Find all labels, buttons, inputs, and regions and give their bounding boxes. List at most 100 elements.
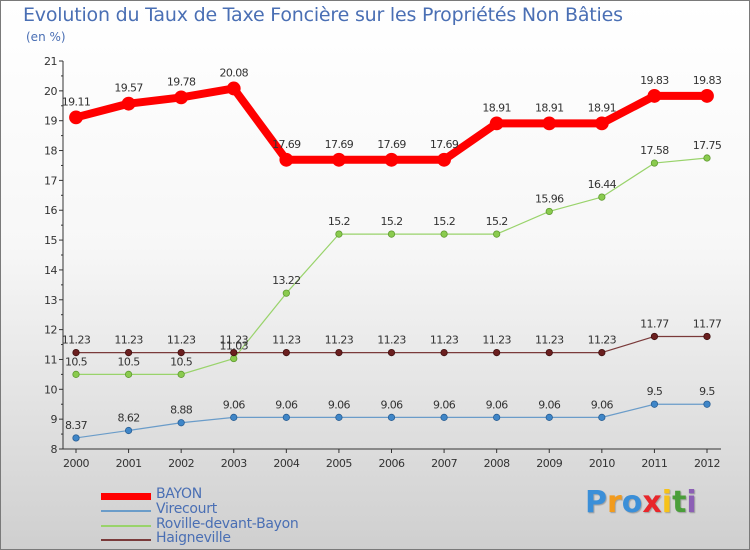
- data-point-virecourt: [124, 426, 133, 435]
- legend-label-roville: Roville-devant-Bayon: [156, 516, 299, 532]
- data-point-haigneville: [650, 332, 659, 341]
- data-label-virecourt: 9.06: [486, 398, 509, 411]
- logo-letter-6: t: [672, 485, 687, 520]
- y-tick-label: 11: [44, 353, 57, 366]
- data-label-roville: 13.22: [272, 274, 301, 287]
- legend-swatch-bayon: [101, 493, 151, 500]
- data-point-virecourt: [598, 413, 606, 421]
- y-tick-label: 9: [51, 413, 58, 426]
- data-point-bayon: [437, 152, 451, 167]
- data-label-virecourt: 9.06: [433, 398, 456, 411]
- data-label-bayon: 17.69: [430, 138, 459, 151]
- x-tick-label: 2009: [536, 457, 562, 470]
- data-point-virecourt: [177, 419, 185, 427]
- data-point-haigneville: [703, 332, 711, 341]
- data-point-virecourt: [493, 413, 501, 421]
- data-point-virecourt: [703, 400, 711, 408]
- data-point-haigneville: [335, 348, 343, 357]
- y-tick-label: 14: [44, 264, 57, 277]
- data-point-bayon: [542, 116, 557, 131]
- legend-label-virecourt: Virecourt: [156, 501, 217, 517]
- data-point-haigneville: [230, 348, 238, 357]
- x-tick-label: 2011: [641, 457, 667, 470]
- data-label-roville: 10.5: [170, 355, 193, 368]
- data-point-bayon: [594, 116, 609, 131]
- logo-letter-4: x: [642, 485, 662, 520]
- logo-letter-1: P: [585, 485, 607, 520]
- data-label-haigneville: 11.23: [114, 334, 143, 347]
- data-label-virecourt: 9.5: [699, 385, 715, 398]
- data-label-bayon: 17.69: [325, 138, 354, 151]
- data-label-haigneville: 11.23: [430, 334, 459, 347]
- data-point-virecourt: [545, 413, 553, 421]
- data-point-haigneville: [545, 348, 553, 357]
- data-point-bayon: [121, 96, 136, 111]
- proxiti-logo: Proxiti: [585, 485, 697, 520]
- legend-swatch-roville: [101, 525, 151, 527]
- data-label-bayon: 18.91: [588, 101, 617, 114]
- y-tick-label: 17: [44, 174, 57, 187]
- data-point-roville: [282, 289, 290, 297]
- data-point-roville: [493, 230, 501, 238]
- data-point-bayon: [69, 110, 83, 125]
- data-point-virecourt: [72, 434, 80, 442]
- data-label-roville: 16.44: [588, 178, 617, 191]
- data-label-bayon: 19.78: [167, 75, 196, 88]
- y-tick-label: 21: [44, 55, 57, 68]
- y-tick-label: 8: [51, 443, 58, 456]
- x-tick-label: 2012: [694, 457, 720, 470]
- data-point-bayon: [700, 89, 714, 103]
- data-point-virecourt: [650, 400, 659, 408]
- data-label-bayon: 18.91: [535, 101, 564, 114]
- legend-swatch-haigneville: [101, 539, 151, 541]
- data-label-bayon: 20.08: [220, 66, 249, 79]
- data-label-bayon: 19.11: [62, 95, 91, 108]
- data-point-roville: [124, 370, 133, 378]
- data-label-haigneville: 11.23: [482, 334, 511, 347]
- data-point-virecourt: [335, 413, 343, 421]
- data-label-haigneville: 11.23: [62, 334, 91, 347]
- data-label-haigneville: 11.23: [325, 334, 354, 347]
- x-tick-label: 2006: [379, 457, 405, 470]
- data-point-roville: [440, 230, 448, 238]
- data-label-haigneville: 11.23: [588, 334, 617, 347]
- y-tick-label: 18: [44, 145, 57, 158]
- y-axis-unit-label: (en %): [26, 30, 66, 44]
- data-label-virecourt: 8.88: [170, 404, 193, 417]
- legend-label-bayon: BAYON: [156, 486, 202, 502]
- data-label-haigneville: 11.77: [693, 317, 722, 330]
- data-point-bayon: [332, 152, 346, 167]
- x-tick-label: 2007: [431, 457, 457, 470]
- data-label-roville: 17.58: [640, 144, 669, 157]
- data-label-roville: 17.75: [693, 139, 722, 152]
- data-point-bayon: [384, 152, 399, 167]
- data-label-haigneville: 11.23: [272, 334, 301, 347]
- y-tick-label: 16: [44, 204, 57, 217]
- y-tick-label: 15: [44, 234, 57, 247]
- data-label-virecourt: 9.06: [223, 398, 246, 411]
- data-label-roville: 10.5: [65, 355, 88, 368]
- x-tick-label: 2010: [589, 457, 615, 470]
- data-label-virecourt: 9.06: [380, 398, 403, 411]
- data-label-haigneville: 11.77: [640, 317, 669, 330]
- data-point-roville: [177, 370, 185, 378]
- data-label-roville: 15.2: [433, 215, 455, 228]
- data-point-bayon: [174, 90, 189, 105]
- data-label-roville: 11.03: [220, 340, 249, 353]
- data-point-haigneville: [493, 348, 501, 357]
- data-label-virecourt: 9.06: [591, 398, 614, 411]
- chart-title: Evolution du Taux de Taxe Foncière sur l…: [23, 4, 623, 26]
- data-point-haigneville: [177, 348, 185, 357]
- data-point-roville: [72, 370, 80, 378]
- data-label-bayon: 19.57: [114, 82, 143, 95]
- data-label-virecourt: 9.5: [647, 385, 663, 398]
- data-label-bayon: 18.91: [482, 101, 511, 114]
- legend-swatch-virecourt: [101, 510, 151, 512]
- data-label-haigneville: 11.23: [167, 334, 196, 347]
- data-point-roville: [650, 159, 659, 167]
- x-tick-label: 2001: [116, 457, 142, 470]
- x-tick-label: 2005: [326, 457, 352, 470]
- logo-letter-2: r: [607, 485, 622, 520]
- logo-letter-7: i: [686, 485, 697, 520]
